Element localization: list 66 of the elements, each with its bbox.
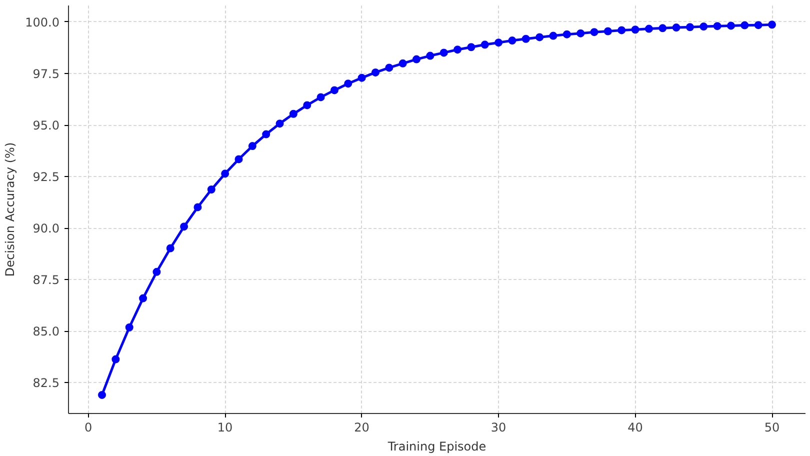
point: [562, 30, 571, 38]
point: [426, 52, 434, 60]
point: [234, 155, 243, 164]
point: [604, 27, 612, 36]
point: [740, 21, 749, 30]
point: [768, 20, 776, 29]
point: [276, 120, 284, 128]
point: [207, 186, 216, 194]
point: [713, 22, 722, 30]
y-tick-label: 87.5: [32, 273, 60, 288]
point: [658, 24, 667, 32]
point: [166, 244, 174, 252]
point: [180, 222, 188, 231]
point: [262, 130, 270, 138]
y-tick-label: 92.5: [32, 170, 60, 184]
point: [248, 142, 256, 150]
x-tick-label: 30: [490, 420, 506, 434]
point: [508, 36, 516, 45]
point: [344, 80, 352, 88]
y-tick-label: 82.5: [32, 376, 60, 390]
point: [522, 34, 530, 43]
point: [221, 170, 230, 178]
y-tick-label: 85.0: [32, 324, 60, 339]
point: [726, 22, 735, 30]
y-axis-title: Decision Accuracy (%): [3, 142, 18, 277]
x-tick-label: 0: [84, 420, 92, 434]
point: [385, 64, 394, 72]
x-tick-label: 20: [354, 420, 370, 434]
point: [139, 294, 148, 302]
point: [125, 323, 134, 332]
point: [98, 390, 106, 399]
y-tick-label: 90.0: [32, 222, 60, 236]
point: [467, 43, 476, 52]
point: [644, 24, 653, 33]
point: [398, 59, 407, 68]
point: [454, 46, 462, 54]
point: [194, 203, 202, 212]
x-tick-label: 50: [764, 420, 780, 434]
x-tick-label: 10: [217, 420, 233, 434]
point: [440, 48, 448, 57]
y-tick-label: 100.0: [25, 15, 60, 30]
point: [536, 33, 544, 42]
y-tick-label: 95.0: [32, 118, 60, 133]
point: [358, 74, 366, 82]
point: [754, 21, 762, 30]
point: [303, 101, 312, 110]
x-tick-label: 40: [628, 420, 643, 434]
point: [686, 23, 694, 32]
point: [112, 355, 120, 364]
point: [590, 28, 598, 36]
point: [152, 268, 161, 276]
point: [549, 32, 558, 40]
point: [494, 38, 503, 47]
point: [371, 68, 380, 76]
x-axis-title: Training Episode: [386, 440, 486, 454]
point: [480, 40, 489, 49]
point: [700, 22, 708, 31]
point: [316, 93, 325, 102]
point: [631, 26, 640, 34]
point: [618, 26, 626, 34]
point: [412, 55, 420, 64]
point: [672, 24, 680, 32]
point: [289, 110, 298, 118]
y-tick-label: 97.5: [32, 67, 60, 81]
point: [330, 86, 338, 94]
point: [576, 29, 585, 38]
